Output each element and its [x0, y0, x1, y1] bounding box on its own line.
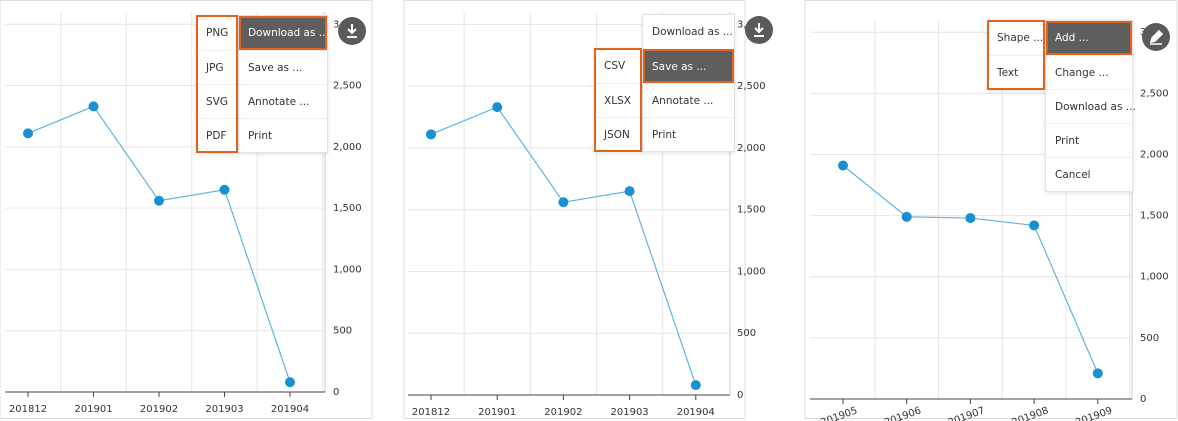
point — [23, 128, 33, 139]
y-tick-label: 0 — [333, 387, 339, 398]
menu-item[interactable]: Change ... — [1046, 55, 1132, 89]
context-menu: Download as ... Save as ... Annotate ... Pr… — [642, 14, 735, 152]
x-tick-label: 201812 — [9, 404, 47, 415]
y-tick-label: 1,500 — [737, 205, 766, 216]
point — [901, 211, 912, 222]
edit-button[interactable] — [1141, 22, 1171, 52]
submenu-item[interactable]: PNG — [206, 27, 229, 39]
panel-frame — [0, 0, 373, 419]
menu-item[interactable]: Annotate ... — [239, 84, 327, 118]
point — [426, 129, 436, 140]
context-menu: Download as ... Save as ... Annotate ... Pr… — [238, 15, 329, 153]
y-tick-label: 2,500 — [737, 81, 766, 92]
download-button[interactable] — [337, 16, 367, 46]
x-tick-label: 201901 — [478, 407, 516, 418]
y-tick-label: 1,000 — [333, 264, 362, 275]
x-tick-label: 201904 — [271, 404, 309, 415]
series-line — [842, 165, 1099, 374]
point — [154, 195, 164, 206]
x-tick-label: 201904 — [677, 407, 715, 418]
point — [285, 377, 295, 388]
submenu-item[interactable]: CSV — [604, 60, 626, 72]
submenu-item[interactable]: Text — [988, 55, 1044, 89]
submenu: Shape ... Text — [987, 20, 1045, 90]
y-tick-label: 1,500 — [1140, 211, 1169, 222]
submenu: PNG JPG SVG PDF — [196, 15, 238, 153]
point — [492, 102, 503, 113]
y-tick-label: 1,500 — [333, 203, 362, 214]
menu-item[interactable]: Download as ... — [239, 16, 329, 50]
x-tick-label: 201903 — [205, 404, 243, 415]
point — [1029, 220, 1040, 231]
x-tick-label: 201812 — [412, 407, 450, 418]
menu-item[interactable]: Print — [1046, 123, 1132, 157]
submenu: CSV XLSX JSON — [594, 48, 642, 152]
panel-frame — [403, 0, 746, 419]
point — [624, 186, 635, 197]
x-tick-label: 201902 — [140, 404, 178, 415]
point — [88, 101, 99, 112]
x-tick-label: 201903 — [611, 407, 649, 418]
point — [838, 160, 848, 171]
menu-item[interactable]: Print — [239, 118, 327, 152]
panel-frame — [804, 0, 1178, 419]
y-tick-label: 500 — [333, 326, 352, 337]
context-menu: Add ... Change ... Download as ... Print Can… — [1045, 20, 1136, 192]
y-tick-label: 1,000 — [737, 266, 766, 277]
point — [558, 197, 569, 208]
submenu-item[interactable]: PDF — [197, 118, 237, 152]
point — [965, 213, 976, 224]
menu-item[interactable]: Save as ... — [643, 49, 734, 83]
menu-item[interactable]: Add ... — [1046, 21, 1132, 55]
submenu-item[interactable]: JPG — [197, 50, 237, 84]
submenu-item[interactable]: JSON — [595, 117, 641, 151]
y-tick-label: 0 — [737, 390, 743, 401]
point — [690, 380, 701, 391]
submenu-item[interactable]: Shape ... — [997, 32, 1044, 44]
menu-item[interactable]: Download as ... — [1046, 89, 1136, 123]
submenu-item[interactable]: XLSX — [595, 83, 641, 117]
menu-item[interactable]: Download as ... — [652, 26, 733, 38]
y-tick-label: 0 — [1140, 394, 1146, 405]
x-tick-label: 201902 — [544, 407, 582, 418]
menu-item[interactable]: Annotate ... — [643, 83, 734, 117]
y-tick-label: 2,000 — [333, 142, 362, 153]
menu-item[interactable]: Print — [643, 117, 734, 151]
menu-item[interactable]: Cancel — [1046, 157, 1132, 191]
submenu-item[interactable]: SVG — [197, 84, 237, 118]
point — [1092, 368, 1103, 379]
y-tick-label: 2,000 — [1140, 149, 1169, 160]
download-button[interactable] — [744, 15, 774, 45]
y-tick-label: 2,000 — [737, 143, 766, 154]
y-tick-label: 1,000 — [1140, 272, 1169, 283]
menu-item[interactable]: Save as ... — [239, 50, 327, 84]
y-tick-label: 500 — [1140, 333, 1159, 344]
y-tick-label: 2,500 — [333, 81, 362, 92]
x-tick-label: 201901 — [74, 404, 112, 415]
point — [219, 184, 230, 195]
y-tick-label: 2,500 — [1140, 88, 1169, 99]
y-tick-label: 500 — [737, 328, 756, 339]
